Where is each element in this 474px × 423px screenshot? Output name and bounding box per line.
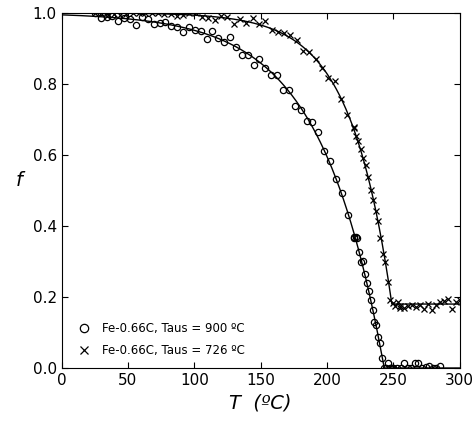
Legend: Fe-0.66C, Taus = 900 ºC, Fe-0.66C, Taus = 726 ºC: Fe-0.66C, Taus = 900 ºC, Fe-0.66C, Taus … bbox=[67, 317, 249, 362]
X-axis label: T  (ºC): T (ºC) bbox=[229, 393, 292, 412]
Y-axis label: f: f bbox=[15, 171, 22, 190]
